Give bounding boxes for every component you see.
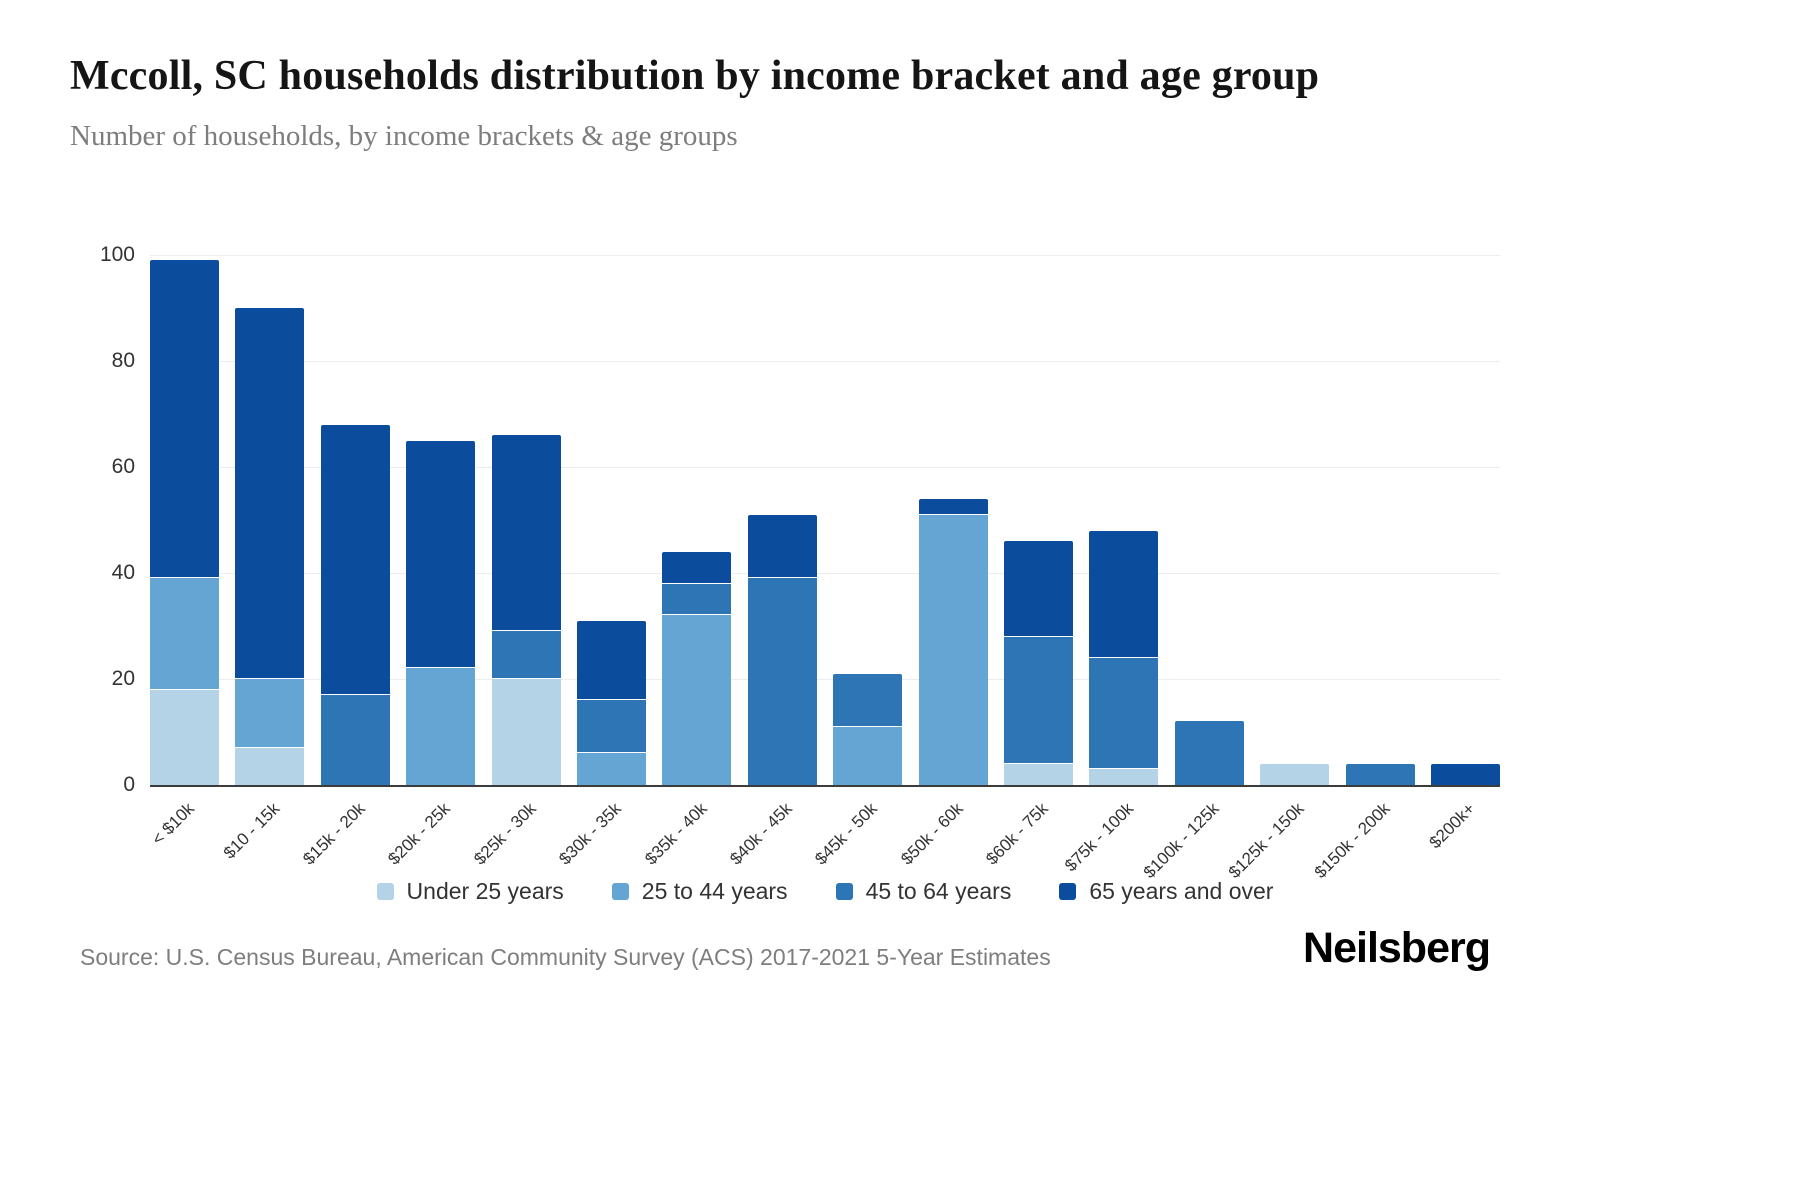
bar-segment — [577, 700, 646, 754]
x-tick-label: $125k - 150k — [1225, 799, 1309, 882]
legend-label: Under 25 years — [406, 878, 564, 904]
x-tick-label: < $10k — [148, 799, 198, 849]
bar-segment — [235, 679, 305, 748]
bar-segment — [662, 583, 732, 616]
bar-segment — [662, 551, 732, 584]
x-tick-label: $150k - 200k — [1310, 799, 1394, 882]
source-attribution: Source: U.S. Census Bureau, American Com… — [80, 944, 1051, 970]
bar-segment — [1004, 541, 1073, 637]
legend-item-0[interactable]: Under 25 years — [376, 878, 564, 905]
legend-swatch-icon — [1059, 883, 1077, 900]
x-tick-label: $35k - 40k — [640, 799, 711, 869]
bar-segment — [150, 578, 219, 690]
gridline — [150, 467, 1500, 468]
legend: Under 25 years 25 to 44 years 45 to 64 yea… — [150, 878, 1500, 905]
x-tick-label: $75k - 100k — [1061, 799, 1138, 876]
bar-column — [918, 255, 988, 785]
y-tick-label: 100 — [99, 243, 135, 266]
legend-swatch-icon — [835, 883, 853, 900]
page-title: Mccoll, SC households distribution by in… — [70, 53, 1320, 99]
y-tick-label: 80 — [111, 349, 135, 372]
x-axis-line — [150, 785, 1500, 787]
x-tick-label: $200k+ — [1425, 799, 1479, 853]
bar-column — [747, 255, 817, 785]
bar-segment — [1004, 763, 1073, 785]
bar-segment — [1260, 763, 1330, 785]
bar-column — [1431, 255, 1500, 785]
bar-column — [235, 255, 305, 785]
y-tick-label: 60 — [111, 455, 135, 478]
bar-column — [1089, 255, 1159, 785]
plot-area: 0 20 40 60 80 100 < $10k $10 - 15k $15k - 20k $20… — [100, 243, 1500, 882]
bar-column — [662, 255, 732, 785]
y-tick-label: 0 — [123, 773, 135, 796]
bar-column — [1260, 255, 1330, 785]
legend-swatch-icon — [611, 883, 629, 900]
bar-column — [1174, 255, 1244, 785]
bar-segment — [1345, 763, 1415, 785]
neilsberg-logo: Neilsberg — [1303, 924, 1491, 972]
bar-segment — [491, 631, 561, 679]
bar-column — [1345, 255, 1415, 785]
bar-segment — [150, 689, 219, 785]
gridline — [150, 573, 1500, 574]
bar-column — [150, 255, 219, 785]
bar-segment — [918, 514, 988, 785]
bar-segment — [1089, 657, 1159, 770]
bar-column — [491, 255, 561, 785]
legend-label: 45 to 64 years — [865, 878, 1012, 904]
bar-column — [833, 255, 903, 785]
bar-segment — [1089, 769, 1159, 785]
bar-segment — [1004, 636, 1073, 764]
bar-segment — [1089, 530, 1159, 658]
page-subtitle: Number of households, by income brackets… — [70, 120, 738, 152]
bar-segment — [491, 679, 561, 785]
bar-segment — [577, 753, 646, 785]
y-tick-label: 20 — [111, 667, 135, 690]
bar-segment — [235, 308, 305, 679]
x-tick-label: $25k - 30k — [469, 799, 540, 869]
legend-item-1[interactable]: 25 to 44 years — [611, 878, 788, 905]
bar-segment — [577, 620, 646, 701]
bar-column — [1004, 255, 1073, 785]
bar-segment — [833, 673, 903, 727]
x-tick-label: $50k - 60k — [896, 799, 967, 869]
bar-segment — [150, 260, 219, 579]
bar-segment — [406, 668, 476, 785]
bar-column — [406, 255, 476, 785]
x-tick-label: $40k - 45k — [726, 799, 796, 869]
y-tick-label: 40 — [111, 561, 135, 584]
bar-segment — [406, 440, 476, 669]
x-tick-label: $10 - 15k — [219, 799, 284, 863]
x-tick-label: $20k - 25k — [384, 799, 455, 869]
legend-label: 25 to 44 years — [641, 878, 788, 904]
bar-segment — [491, 435, 561, 632]
bar-segment — [320, 694, 390, 785]
bar-segment — [747, 578, 817, 785]
bar-segment — [662, 615, 732, 785]
bar-segment — [747, 514, 817, 579]
legend-item-3[interactable]: 65 years and over — [1059, 878, 1273, 905]
x-tick-label: $60k - 75k — [982, 799, 1052, 869]
gridline — [150, 255, 1500, 256]
bar-segment — [918, 498, 988, 515]
legend-label: 65 years and over — [1089, 878, 1274, 904]
bar-column — [320, 255, 390, 785]
bar-segment — [833, 726, 903, 785]
bar-segment — [320, 424, 390, 695]
bar-segment — [1431, 763, 1500, 785]
bar-column — [577, 255, 646, 785]
x-tick-label: $30k - 35k — [555, 799, 625, 869]
x-tick-label: $45k - 50k — [811, 799, 882, 869]
legend-item-2[interactable]: 45 to 64 years — [835, 878, 1012, 905]
legend-swatch-icon — [376, 883, 394, 900]
x-tick-label: $15k - 20k — [299, 799, 369, 869]
gridline — [150, 361, 1500, 362]
bar-segment — [1174, 721, 1244, 785]
x-tick-label: $100k - 125k — [1139, 799, 1223, 882]
bar-segment — [235, 747, 305, 785]
gridline — [150, 679, 1500, 680]
